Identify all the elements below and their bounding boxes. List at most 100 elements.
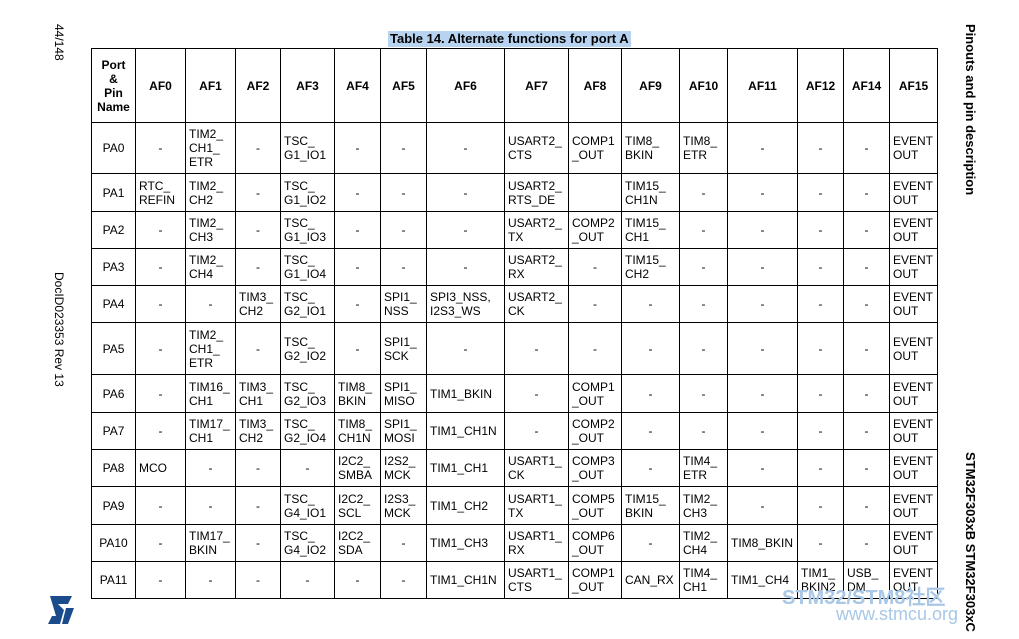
af-cell: TIM4_ CH1 xyxy=(679,561,728,599)
af-cell: - xyxy=(135,374,186,413)
af-cell: - xyxy=(727,374,798,413)
af-cell: - xyxy=(727,322,798,375)
af-cell: - xyxy=(135,412,186,450)
af-cell: - xyxy=(426,211,505,249)
af-cell: USART1_ TX xyxy=(504,486,569,525)
af-cell: TIM17_ BKIN xyxy=(185,524,236,562)
af-cell: - xyxy=(843,322,890,375)
port-cell: PA8 xyxy=(91,449,136,487)
af-cell: TIM1_CH1N xyxy=(426,561,505,599)
watermark-brand: STM32/STM8社区 xyxy=(782,587,946,609)
watermark-url: www.stmcu.org xyxy=(836,604,959,624)
af-cell: TIM8_BKIN xyxy=(727,524,798,562)
af-cell: TIM2_ CH4 xyxy=(679,524,728,562)
af-cell: TIM8_ BKIN xyxy=(621,122,680,174)
af-cell: TIM1_ BKIN2 xyxy=(797,561,844,599)
af-cell: USART2_ CTS xyxy=(504,122,569,174)
af-cell: - xyxy=(843,211,890,249)
af-cell: TIM1_CH3 xyxy=(426,524,505,562)
af-cell: COMP5 _OUT xyxy=(568,486,622,525)
af-cell: TIM8_ ETR xyxy=(679,122,728,174)
af-cell: - xyxy=(280,449,335,487)
af-cell: TIM16_ CH1 xyxy=(185,374,236,413)
af-cell: EVENT OUT xyxy=(889,173,938,212)
af-cell: USART1_ RX xyxy=(504,524,569,562)
port-cell: PA7 xyxy=(91,412,136,450)
af-cell: - xyxy=(679,285,728,323)
af-cell: - xyxy=(426,248,505,286)
af-cell: - xyxy=(235,122,281,174)
af-cell: - xyxy=(380,211,427,249)
header-cell: AF5 xyxy=(380,48,427,123)
af-cell: USART1_ CK xyxy=(504,449,569,487)
af-cell: I2S3_ MCK xyxy=(380,486,427,525)
af-cell: TIM17_ CH1 xyxy=(185,412,236,450)
port-cell: PA4 xyxy=(91,285,136,323)
af-cell: TIM2_ CH2 xyxy=(185,173,236,212)
af-cell: - xyxy=(334,211,381,249)
af-cell: - xyxy=(621,374,680,413)
af-cell: EVENT OUT xyxy=(889,248,938,286)
af-cell: - xyxy=(504,374,569,413)
table-row: PA0- TIM2_ CH1_ ETR - TSC_ G1_IO1- - - USART2_… xyxy=(91,122,938,174)
af-cell: - xyxy=(334,322,381,375)
af-cell: - xyxy=(235,449,281,487)
af-cell: EVENT OUT xyxy=(889,524,938,562)
af-cell: - xyxy=(135,524,186,562)
header-cell: Port & Pin Name xyxy=(91,48,136,123)
af-cell: - xyxy=(380,524,427,562)
section-title: Pinouts and pin description xyxy=(963,24,978,196)
af-cell: - xyxy=(426,322,505,375)
af-cell: - xyxy=(727,285,798,323)
af-cell: - xyxy=(679,211,728,249)
af-cell: - xyxy=(797,412,844,450)
af-cell: - xyxy=(235,211,281,249)
st-logo xyxy=(48,596,74,624)
af-cell: USB_ DM xyxy=(843,561,890,599)
af-cell: - xyxy=(135,211,186,249)
table-row: PA7- TIM17_ CH1 TIM3_ CH2 TSC_ G2_IO4 TIM8_ … xyxy=(91,412,938,450)
table-row: PA6- TIM16_ CH1 TIM3_ CH1 TSC_ G2_IO3 TIM8_ … xyxy=(91,374,938,413)
af-cell: EVENT OUT xyxy=(889,285,938,323)
af-cell: - xyxy=(185,449,236,487)
af-cell: EVENT OUT xyxy=(889,322,938,375)
af-cell: I2C2_ SMBA xyxy=(334,449,381,487)
af-cell: TSC_ G1_IO3 xyxy=(280,211,335,249)
af-cell: TSC_ G4_IO1 xyxy=(280,486,335,525)
af-cell: - xyxy=(504,412,569,450)
af-cell: COMP3 _OUT xyxy=(568,449,622,487)
af-cell: - xyxy=(621,412,680,450)
af-cell: - xyxy=(843,449,890,487)
af-cell: - xyxy=(621,449,680,487)
af-cell: TSC_ G2_IO1 xyxy=(280,285,335,323)
af-cell: - xyxy=(727,173,798,212)
port-cell: PA1 xyxy=(91,173,136,212)
af-cell: - xyxy=(797,486,844,525)
product-name: STM32F303xB STM32F303xC xyxy=(963,452,978,632)
af-cell: EVENT OUT xyxy=(889,122,938,174)
af-cell: TIM2_ CH3 xyxy=(679,486,728,525)
af-cell: - xyxy=(797,173,844,212)
af-cell: - xyxy=(380,173,427,212)
af-cell: - xyxy=(185,561,236,599)
af-cell: TIM1_BKIN xyxy=(426,374,505,413)
af-cell: TIM8_ CH1N xyxy=(334,412,381,450)
af-cell: - xyxy=(843,248,890,286)
af-cell: COMP1 _OUT xyxy=(568,122,622,174)
af-cell: - xyxy=(621,322,680,375)
af-cell: TIM2_ CH1_ ETR xyxy=(185,122,236,174)
af-cell: - xyxy=(797,524,844,562)
af-cell: TIM15_ CH1 xyxy=(621,211,680,249)
af-cell: TSC_ G4_IO2 xyxy=(280,524,335,562)
af-cell: - xyxy=(797,248,844,286)
af-cell: CAN_RX xyxy=(621,561,680,599)
port-cell: PA6 xyxy=(91,374,136,413)
table-row: PA11- - - - - - TIM1_CH1N USART1_ CTS COMP1 _OUT… xyxy=(91,561,938,599)
af-cell: - xyxy=(334,173,381,212)
af-cell: TIM8_ BKIN xyxy=(334,374,381,413)
af-cell: SPI1_ NSS xyxy=(380,285,427,323)
header-row: Port & Pin Name AF0 AF1 AF2 AF3 AF4 AF5 AF6 AF7 A… xyxy=(91,48,938,123)
af-cell: - xyxy=(843,173,890,212)
af-cell: COMP1 _OUT xyxy=(568,374,622,413)
af-cell: - xyxy=(135,122,186,174)
